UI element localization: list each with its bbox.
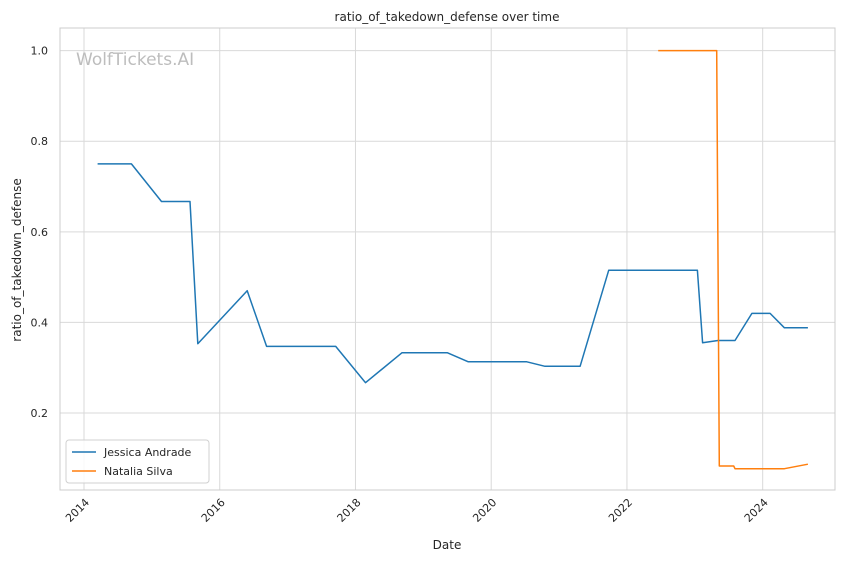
y-tick-labels: 0.2 0.4 0.6 0.8 1.0 (31, 45, 49, 420)
legend-label: Jessica Andrade (103, 446, 192, 459)
series-line-1 (97, 163, 808, 384)
watermark: WolfTickets.AI (76, 50, 194, 70)
legend-box (65, 439, 210, 484)
x-tick-label: 2024 (742, 496, 771, 525)
chart-title: ratio_of_takedown_defense over time (335, 10, 560, 24)
legend-label: Natalia Silva (104, 465, 173, 478)
x-tick-label: 2016 (199, 496, 228, 525)
x-tick-labels: 2014 2016 2018 2020 2022 2024 (63, 496, 771, 525)
y-tick-label: 1.0 (31, 45, 49, 58)
series-line-2 (658, 49, 809, 470)
y-axis-label: ratio_of_takedown_defense (10, 178, 24, 341)
y-tick-label: 0.6 (31, 226, 49, 239)
y-tick-label: 0.8 (31, 135, 49, 148)
legend: Jessica Andrade Natalia Silva (65, 439, 210, 484)
x-tick-label: 2018 (335, 496, 364, 525)
x-axis-label: Date (433, 538, 462, 552)
x-tick-label: 2022 (606, 496, 635, 525)
grid (60, 28, 835, 490)
x-tick-label: 2020 (470, 496, 499, 525)
series-group (97, 49, 809, 470)
plot-area-border (59, 27, 836, 491)
y-tick-label: 0.2 (31, 407, 49, 420)
x-tick-label: 2014 (63, 496, 92, 525)
y-tick-label: 0.4 (31, 316, 49, 329)
